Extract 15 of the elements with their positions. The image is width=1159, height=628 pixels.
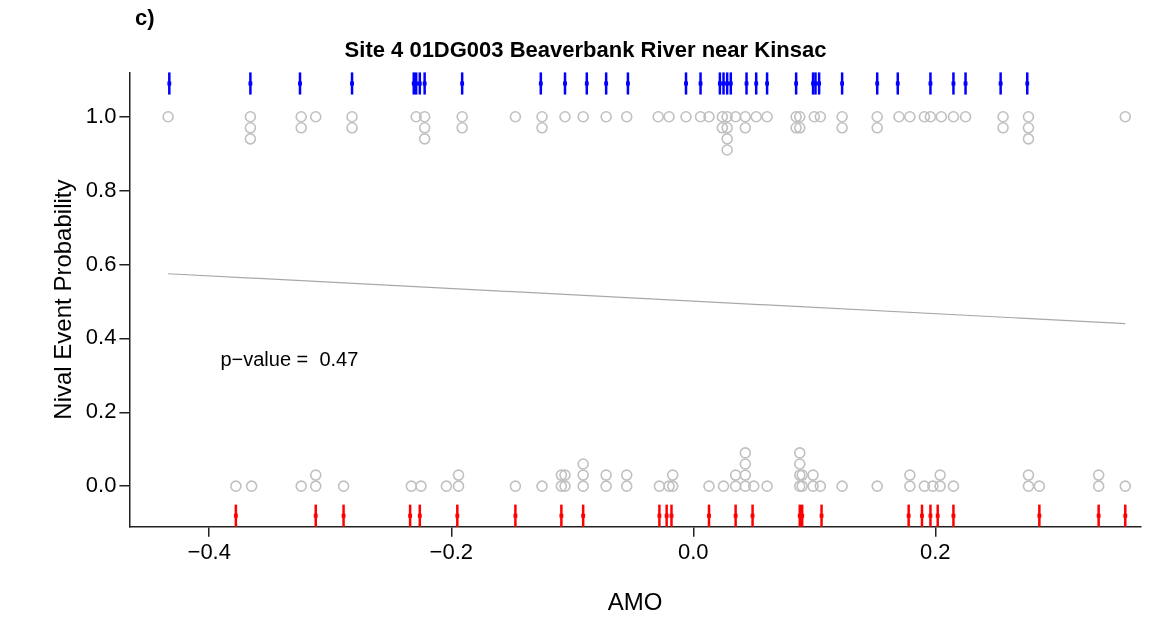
x-tick-label: 0.2: [919, 539, 951, 565]
y-tick-label: 0.8: [85, 176, 117, 202]
y-tick-label: 0.4: [85, 324, 117, 350]
x-tick-label: −0.2: [429, 539, 473, 565]
chart-title: Site 4 01DG003 Beaverbank River near Kinsac: [344, 37, 827, 63]
annotation: p−value = 0.47: [220, 348, 359, 371]
x-axis-title: AMO: [607, 588, 663, 616]
y-tick-label: 0.0: [85, 472, 117, 498]
text: c): [135, 5, 155, 31]
y-tick-label: 0.2: [85, 398, 117, 424]
y-axis-title: Nival Event Probability: [49, 179, 77, 420]
y-tick-label: 1.0: [85, 102, 117, 128]
y-tick-label: 0.6: [85, 250, 117, 276]
x-tick-label: 0.0: [677, 539, 709, 565]
x-tick-label: −0.4: [187, 539, 231, 565]
